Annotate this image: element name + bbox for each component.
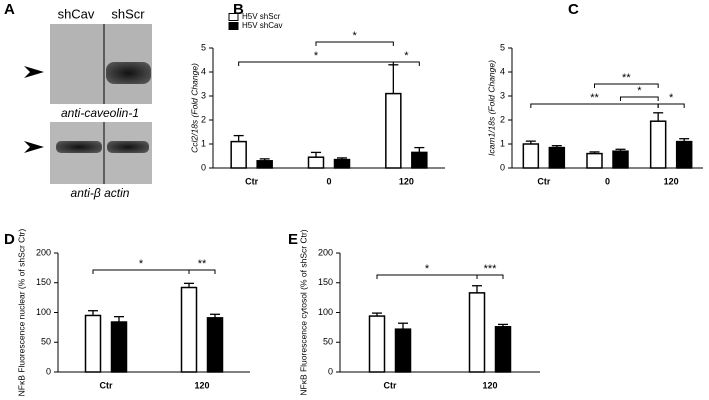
lane-label: shCav — [58, 6, 95, 21]
panel-letter: D — [4, 231, 15, 248]
bar — [649, 120, 667, 169]
y-tick-label: 2 — [201, 114, 206, 124]
legend-label: H5V shCav — [242, 21, 282, 30]
bar — [333, 158, 351, 169]
x-tick-label: 120 — [194, 380, 209, 390]
significance-bracket — [392, 61, 420, 66]
y-tick-label: 100 — [36, 307, 51, 317]
y-tick-label: 150 — [318, 277, 333, 287]
significance-label: * — [425, 263, 430, 275]
x-tick-label: 120 — [482, 380, 497, 390]
y-tick-label: 2 — [500, 114, 505, 124]
blot-label: anti-β actin — [71, 186, 130, 200]
y-tick-label: 4 — [201, 66, 206, 76]
y-tick-label: 100 — [318, 307, 333, 317]
significance-label: * — [353, 30, 358, 42]
bar — [411, 151, 428, 169]
significance-bracket — [530, 103, 659, 108]
bar — [468, 292, 486, 373]
significance-label: *** — [484, 263, 498, 275]
x-tick-label: 120 — [399, 176, 414, 186]
arrowhead — [24, 66, 44, 78]
y-tick-label: 0 — [500, 162, 505, 172]
bar — [522, 143, 540, 169]
y-tick-label: 150 — [36, 277, 51, 287]
bar — [385, 92, 402, 169]
panel-letter: B — [233, 1, 244, 18]
significance-bracket — [92, 269, 190, 274]
significance-bracket — [657, 103, 685, 108]
bar — [394, 328, 412, 373]
blot-band — [107, 141, 149, 153]
panel-letter: A — [4, 1, 15, 18]
significance-bracket — [594, 83, 659, 88]
bar — [230, 140, 247, 169]
y-tick-label: 200 — [36, 247, 51, 257]
y-tick-label: 0 — [46, 366, 51, 376]
significance-label: * — [139, 258, 144, 270]
significance-bracket — [238, 61, 394, 66]
legend-swatch — [228, 22, 239, 30]
significance-bracket — [376, 274, 478, 279]
panel-letter: C — [568, 1, 579, 18]
y-tick-label: 5 — [500, 42, 505, 52]
significance-label: * — [404, 50, 409, 62]
bar — [675, 140, 693, 169]
significance-bracket — [476, 274, 504, 279]
y-axis-label: Icam1/18s (Fold Change) — [486, 60, 496, 156]
x-tick-label: 120 — [664, 176, 679, 186]
bar — [84, 314, 102, 373]
y-axis-label: NFκB Fluorescence nuclear (% of shScr Ct… — [16, 228, 26, 396]
bar — [548, 146, 566, 169]
bar — [110, 321, 128, 373]
y-tick-label: 200 — [318, 247, 333, 257]
y-tick-label: 3 — [500, 90, 505, 100]
y-tick-label: 3 — [201, 90, 206, 100]
significance-label: ** — [622, 72, 631, 84]
significance-bracket — [620, 96, 659, 101]
x-tick-label: Ctr — [245, 176, 258, 186]
bar — [307, 156, 325, 169]
x-tick-label: Ctr — [100, 380, 113, 390]
y-tick-label: 0 — [328, 366, 333, 376]
bar — [368, 315, 386, 373]
bar — [494, 326, 512, 373]
y-tick-label: 1 — [500, 138, 505, 148]
legend-swatch — [228, 13, 239, 21]
bar — [256, 160, 273, 169]
significance-label: * — [314, 50, 319, 62]
bar — [612, 150, 629, 169]
x-tick-label: 0 — [326, 176, 331, 186]
significance-label: * — [669, 92, 674, 104]
significance-label: * — [637, 85, 642, 97]
x-tick-label: Ctr — [384, 380, 397, 390]
lane-label: shScr — [111, 6, 145, 21]
y-tick-label: 0 — [201, 162, 206, 172]
bar — [180, 286, 198, 373]
blot-band — [56, 141, 102, 153]
y-axis-label: NFκB Fluorescence cytosol (% of shScr Ct… — [298, 229, 308, 395]
significance-bracket — [188, 269, 216, 274]
y-tick-label: 1 — [201, 138, 206, 148]
y-axis-label: Ccl2/18s (Fold Change) — [189, 63, 199, 153]
legend-label: H5V shScr — [242, 12, 281, 21]
significance-bracket — [315, 41, 394, 46]
x-tick-label: Ctr — [537, 176, 550, 186]
significance-label: ** — [590, 92, 599, 104]
y-tick-label: 4 — [500, 66, 505, 76]
y-tick-label: 50 — [41, 337, 51, 347]
bar — [586, 152, 603, 169]
y-tick-label: 5 — [201, 42, 206, 52]
bar — [206, 317, 224, 373]
blot-label: anti-caveolin-1 — [61, 106, 139, 120]
panel-letter: E — [288, 231, 298, 248]
blot-band — [106, 62, 151, 84]
x-tick-label: 0 — [605, 176, 610, 186]
significance-label: ** — [198, 258, 207, 270]
y-tick-label: 50 — [323, 337, 333, 347]
arrowhead — [24, 141, 44, 153]
